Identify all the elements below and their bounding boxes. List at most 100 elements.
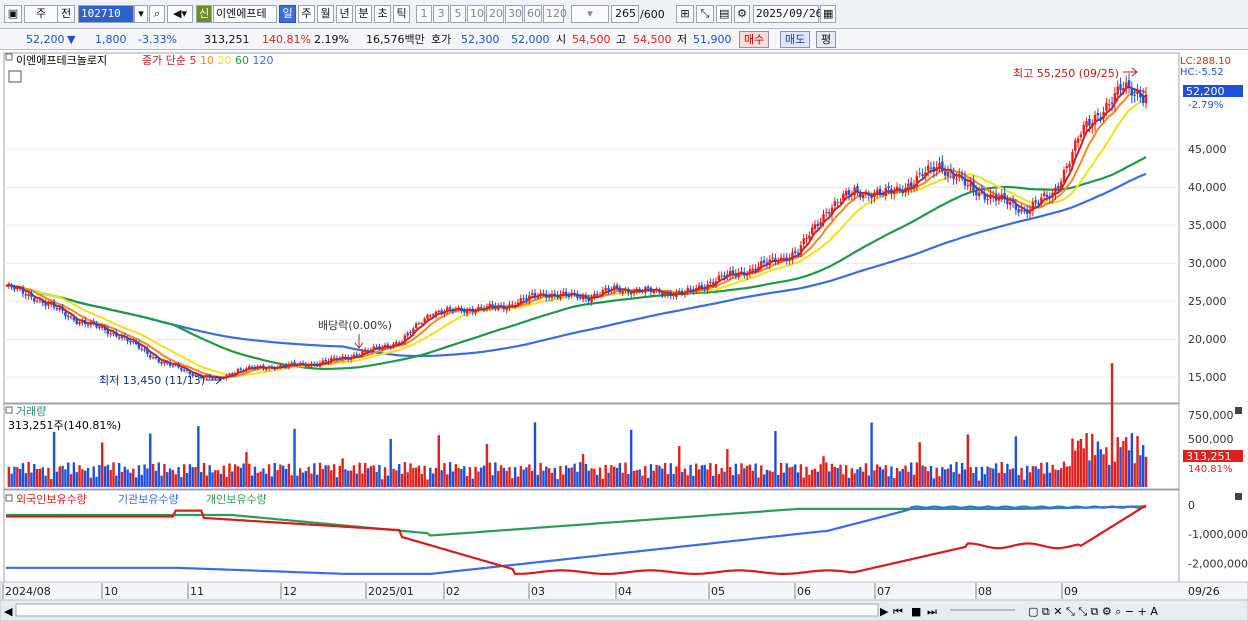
candle-body: [18, 288, 22, 290]
settings-icon[interactable]: ⚙: [734, 5, 750, 23]
volume-bar: [861, 471, 865, 487]
institution-holdings-line: [6, 505, 1147, 575]
current-price: 52,200: [26, 33, 65, 46]
candle-body: [41, 300, 44, 304]
candle-body: [253, 366, 257, 369]
chart-type-select[interactable]: 주: [24, 5, 58, 23]
scroll-left-icon[interactable]: ◀: [4, 605, 13, 618]
volume-bar: [827, 471, 831, 487]
holdings-toggle-icon[interactable]: [5, 494, 13, 502]
period-tab-4[interactable]: 분: [355, 5, 372, 23]
sell-button[interactable]: 매도: [780, 31, 811, 48]
volume-bar: [802, 477, 805, 487]
candle-body: [779, 257, 783, 261]
candle-body: [844, 191, 848, 196]
save-icon[interactable]: ▤: [716, 5, 732, 23]
period-tab-0[interactable]: 일: [279, 5, 296, 23]
calendar-icon[interactable]: ▦: [820, 5, 836, 23]
volume-bar: [768, 470, 771, 487]
candle-body: [1006, 200, 1009, 205]
candle-body: [270, 366, 274, 368]
tool-icons[interactable]: ▢ ⧉ ✕ ⤡ ⤡ ⧉ ⚙ ⌕ − + A: [1028, 605, 1158, 618]
candle-body: [545, 294, 548, 298]
dividend-arrow-icon: [354, 334, 364, 349]
candle-body: [915, 175, 919, 187]
candle-body: [884, 187, 887, 196]
jump-start-icon[interactable]: ⏮: [893, 605, 903, 618]
volume-bar: [117, 463, 121, 487]
stop-icon[interactable]: ■: [911, 605, 921, 618]
period-tab-1[interactable]: 주: [298, 5, 315, 23]
jump-end-icon[interactable]: ⏭: [927, 605, 937, 618]
candle-body: [103, 327, 107, 331]
minute-tab-120[interactable]: 120: [543, 5, 567, 23]
volume-close-icon[interactable]: [1235, 407, 1242, 414]
minute-tab-30[interactable]: 30: [505, 5, 523, 23]
volume-bar: [92, 466, 95, 487]
volume-bar: [751, 470, 754, 487]
candle-body: [352, 354, 356, 358]
candle-body: [1051, 192, 1054, 198]
candle-body: [134, 342, 138, 345]
candle-body: [745, 274, 749, 277]
period-tab-2[interactable]: 월: [317, 5, 334, 23]
minute-tab-60[interactable]: 60: [524, 5, 542, 23]
candle-body: [290, 362, 293, 365]
draw-tool-icon[interactable]: ⤡: [696, 5, 714, 23]
candle-body: [604, 287, 607, 291]
window-menu-icon[interactable]: ▣: [4, 5, 22, 23]
candle-body: [717, 275, 721, 281]
period-tab-6[interactable]: 틱: [393, 5, 410, 23]
scroll-right-icon[interactable]: ▶: [880, 605, 889, 618]
stock-code-input[interactable]: 102710: [78, 5, 134, 23]
eval-button[interactable]: 평: [816, 31, 837, 48]
buy-button[interactable]: 매수: [739, 31, 770, 48]
candle-body: [335, 358, 339, 360]
volume-toggle-icon[interactable]: [5, 406, 13, 414]
turnover-rate: 2.19%: [314, 33, 349, 46]
scroll-thumb[interactable]: [15, 603, 879, 617]
candle-body: [10, 285, 13, 288]
candle-body: [245, 368, 248, 370]
grid-icon[interactable]: [8, 70, 22, 83]
minute-tab-3[interactable]: 3: [433, 5, 449, 23]
candle-body: [624, 289, 627, 291]
candle-body: [214, 377, 217, 379]
volume-bar: [590, 468, 593, 487]
prev-button[interactable]: 전: [57, 5, 75, 23]
minute-tab-20[interactable]: 20: [486, 5, 504, 23]
volume-bar: [912, 474, 916, 487]
legend-institution: 기관보유수량: [118, 493, 179, 506]
holdings-close-icon[interactable]: [1235, 493, 1242, 500]
candle-body: [1000, 194, 1003, 200]
volume-bar: [887, 476, 890, 487]
candle-body: [61, 307, 64, 311]
minute-tab-10[interactable]: 10: [467, 5, 485, 23]
minute-tab-1[interactable]: 1: [416, 5, 432, 23]
volume-bar: [1122, 440, 1125, 487]
candle-body: [516, 302, 520, 305]
candle-body: [398, 342, 401, 344]
period-tab-5[interactable]: 초: [374, 5, 391, 23]
date-input[interactable]: 2025/09/26: [753, 5, 822, 23]
panel-toggle-icon[interactable]: [5, 53, 13, 61]
search-icon[interactable]: ⌕: [149, 5, 165, 23]
new-badge[interactable]: 신: [196, 5, 212, 23]
candle-body: [1028, 209, 1032, 214]
unit-select[interactable]: ▾: [571, 5, 609, 23]
minute-tab-5[interactable]: 5: [450, 5, 466, 23]
code-dropdown-icon[interactable]: ▾: [134, 5, 148, 23]
candle-body: [304, 364, 308, 367]
bar-count-input[interactable]: 265: [611, 5, 639, 23]
candle-style-icon[interactable]: ⊞: [676, 5, 694, 23]
sound-icon[interactable]: ◀▾: [167, 5, 193, 23]
volume-title: 거래량: [16, 405, 46, 418]
date-label: 06: [797, 585, 811, 598]
volume-bar: [1079, 438, 1083, 487]
candle-body: [635, 288, 639, 292]
stock-name-field[interactable]: 이엔에프테: [213, 5, 277, 23]
period-tab-3[interactable]: 년: [336, 5, 353, 23]
volume-bar: [366, 468, 370, 487]
candle-body: [146, 348, 149, 355]
volume-bar: [253, 466, 257, 487]
